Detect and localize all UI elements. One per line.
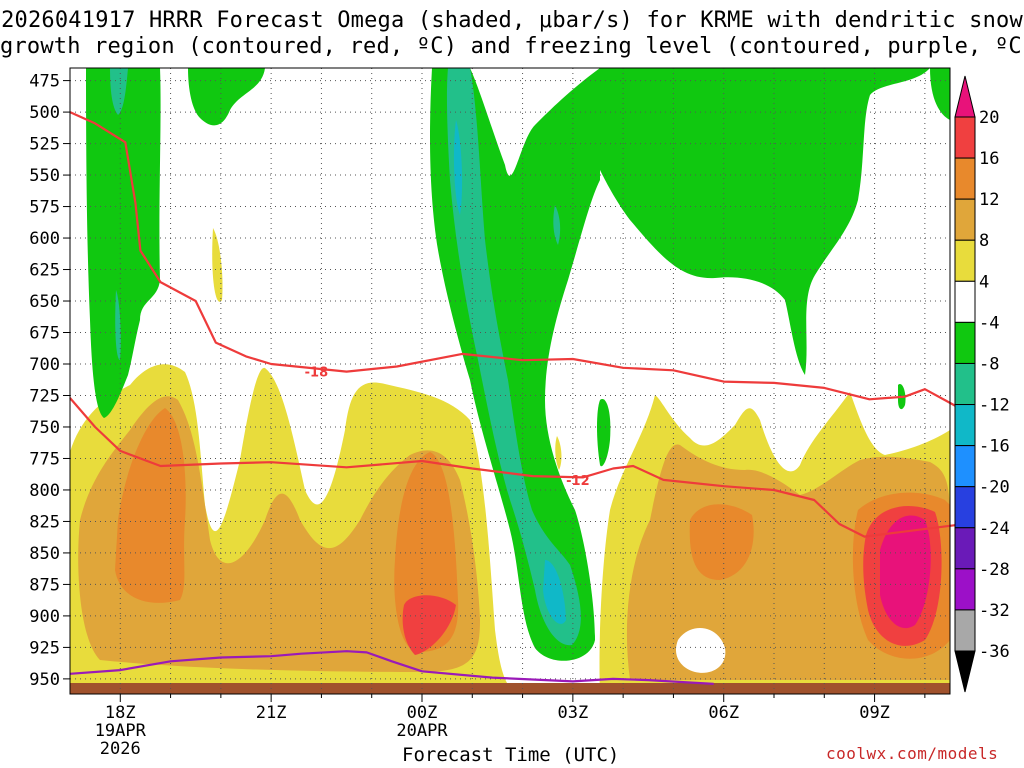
omega-region-cyan-small-cell	[553, 205, 561, 245]
colorbar-label-9: -20	[979, 478, 1010, 498]
omega-region-orange-western-cell	[115, 408, 186, 603]
x-axis-label: Forecast Time (UTC)	[402, 744, 620, 766]
colorbar-bin-8	[954, 404, 976, 447]
y-tick-label-600: 600	[29, 229, 60, 249]
y-tick-label-725: 725	[29, 386, 60, 406]
colorbar-bin-1	[954, 116, 976, 159]
plot-frame	[69, 67, 951, 695]
y-tick-label-950: 950	[29, 670, 60, 690]
omega-region-green-small-cell-1	[597, 399, 611, 467]
y-tick-label-625: 625	[29, 261, 60, 281]
omega-region-white-hole	[675, 628, 726, 673]
colorbar-bin-13	[954, 609, 976, 652]
y-tick-label-750: 750	[29, 418, 60, 438]
y-tick-label-800: 800	[29, 481, 60, 501]
x-tick-label-0-1: 19APR	[95, 721, 147, 741]
x-tick-label-0-0: 18Z	[105, 703, 136, 723]
colorbar-bin-3	[954, 198, 976, 241]
colorbar-bin-7	[954, 362, 976, 406]
contour-label-dgz-minus18: -18	[305, 366, 329, 381]
omega-region-red-midnight-cell	[402, 595, 456, 655]
colorbar-label-8: -16	[979, 437, 1010, 457]
colorbar-bin-6	[954, 321, 976, 364]
y-tick-label-925: 925	[29, 638, 60, 658]
omega-region-magenta-east-cell	[880, 515, 931, 629]
colorbar-label-10: -24	[979, 519, 1010, 539]
y-tick-label-500: 500	[29, 103, 60, 123]
omega-region-cyan-west-column-2	[115, 290, 121, 360]
y-tick-label-775: 775	[29, 449, 60, 469]
omega-shading	[70, 68, 950, 694]
colorbar-label-3: 8	[979, 231, 989, 251]
contour-freezing-level	[69, 650, 714, 685]
colorbar-bin-4	[954, 239, 976, 282]
x-tick-label-0-2: 2026	[100, 739, 141, 759]
contour-dgz-minus18	[69, 111, 956, 407]
x-tick-label-4-0: 06Z	[708, 703, 739, 723]
x-tick-label-5-0: 09Z	[859, 703, 890, 723]
omega-region-yellow-west-sliver	[212, 228, 223, 302]
omega-region-yellow-mid-sliver	[260, 430, 270, 470]
colorbar-bin-11	[954, 527, 976, 570]
colorbar-label-5: -4	[979, 313, 999, 333]
x-tick-label-2-1: 20APR	[396, 721, 448, 741]
y-tick-label-700: 700	[29, 355, 60, 375]
omega-region-green-west-column	[86, 68, 161, 418]
omega-region-cyan-west-column	[110, 68, 128, 115]
y-tick-label-525: 525	[29, 135, 60, 155]
omega-region-green-north-hook	[188, 68, 265, 126]
x-tick-label-3-0: 03Z	[557, 703, 588, 723]
y-tick-label-475: 475	[29, 72, 60, 92]
omega-region-orange-east-cell	[689, 504, 754, 580]
colorbar-bin-10	[954, 486, 976, 529]
colorbar-label-2: 12	[979, 190, 999, 210]
x-tick-label-2-0: 00Z	[407, 703, 438, 723]
y-tick-label-575: 575	[29, 198, 60, 218]
colorbar-bin-12	[954, 568, 976, 611]
y-tick-label-900: 900	[29, 607, 60, 627]
colorbar-label-7: -12	[979, 396, 1010, 416]
site-credit[interactable]: coolwx.com/models	[826, 744, 999, 763]
y-tick-label-850: 850	[29, 544, 60, 564]
colorbar-label-6: -8	[979, 354, 999, 374]
colorbar-label-12: -32	[979, 601, 1010, 621]
y-tick-label-650: 650	[29, 292, 60, 312]
colorbar: 20 16 12 8 4 -4 -8 -12 -16 -20 -24 -28 -32 -36	[954, 75, 1010, 693]
contour-label-dgz-minus12: -12	[566, 474, 590, 489]
y-tick-label-550: 550	[29, 166, 60, 186]
y-tick-label-675: 675	[29, 324, 60, 344]
chart-title-line-2: growth region (contoured, red, ºC) and f…	[0, 34, 1024, 59]
colorbar-bin-5	[954, 280, 976, 323]
y-axis: 475 500 525 550 575 600 625 650 675 700 725 750 775 8…	[29, 72, 70, 690]
chart-title-line-1: 2026041917 HRRR Forecast Omega (shaded, …	[1, 8, 1023, 33]
colorbar-label-11: -28	[979, 560, 1010, 580]
contour-lines: -18 -12	[69, 111, 956, 685]
omega-region-green-northeast-mass	[600, 68, 930, 375]
colorbar-label-0: 20	[979, 108, 999, 128]
y-tick-label-825: 825	[29, 512, 60, 532]
x-tick-label-1-0: 21Z	[256, 703, 287, 723]
contour-dgz-minus12	[69, 397, 956, 538]
y-tick-label-875: 875	[29, 575, 60, 595]
colorbar-label-13: -36	[979, 642, 1010, 662]
colorbar-label-4: 4	[979, 272, 989, 292]
colorbar-bin-2	[954, 157, 976, 200]
ground-strip	[70, 683, 950, 694]
omega-region-cyan-central-core	[446, 68, 581, 646]
omega-region-teal-lower-core	[543, 560, 566, 624]
omega-region-yellow-03z-sliver	[555, 436, 562, 470]
colorbar-bin-gt20	[954, 75, 976, 118]
colorbar-bin-9	[954, 445, 976, 488]
colorbar-label-1: 16	[979, 149, 999, 169]
colorbar-bin-lt-minus36	[954, 650, 976, 693]
